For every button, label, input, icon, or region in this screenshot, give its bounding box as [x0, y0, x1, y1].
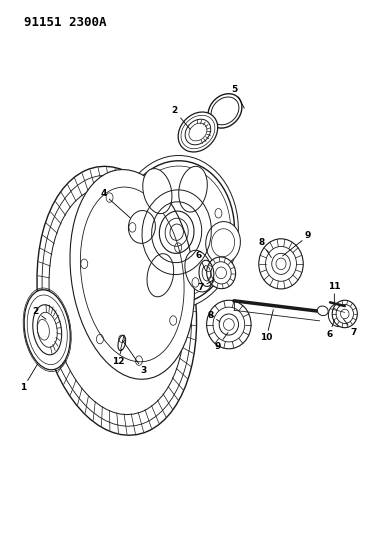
Ellipse shape — [178, 112, 218, 152]
Text: 7: 7 — [344, 319, 357, 337]
Text: 91151 2300A: 91151 2300A — [24, 16, 107, 29]
Ellipse shape — [129, 211, 155, 244]
Ellipse shape — [49, 187, 185, 415]
Text: 6: 6 — [326, 320, 334, 338]
Ellipse shape — [259, 239, 303, 289]
Ellipse shape — [332, 300, 358, 328]
Ellipse shape — [318, 306, 328, 316]
Text: 2: 2 — [172, 107, 190, 130]
Ellipse shape — [147, 254, 174, 297]
Ellipse shape — [115, 156, 238, 309]
Ellipse shape — [185, 251, 213, 292]
Text: 1: 1 — [20, 364, 38, 392]
Text: 5: 5 — [232, 85, 244, 108]
Ellipse shape — [70, 169, 194, 379]
Ellipse shape — [207, 300, 251, 349]
Ellipse shape — [207, 257, 236, 289]
Text: 9: 9 — [283, 231, 311, 256]
Ellipse shape — [206, 222, 240, 264]
Ellipse shape — [119, 161, 234, 304]
Text: 8: 8 — [207, 311, 220, 322]
Ellipse shape — [37, 166, 196, 435]
Text: 4: 4 — [100, 189, 130, 218]
Text: 6: 6 — [196, 252, 206, 271]
Text: 3: 3 — [123, 341, 147, 375]
Ellipse shape — [24, 290, 70, 370]
Text: 12: 12 — [112, 349, 124, 366]
Ellipse shape — [179, 166, 207, 212]
Text: 2: 2 — [33, 307, 46, 319]
Text: 8: 8 — [259, 238, 271, 257]
Text: 10: 10 — [260, 310, 273, 342]
Ellipse shape — [143, 168, 172, 214]
Text: 11: 11 — [328, 282, 341, 302]
Text: 9: 9 — [214, 333, 228, 351]
Text: 7: 7 — [198, 279, 214, 292]
Ellipse shape — [118, 335, 125, 351]
